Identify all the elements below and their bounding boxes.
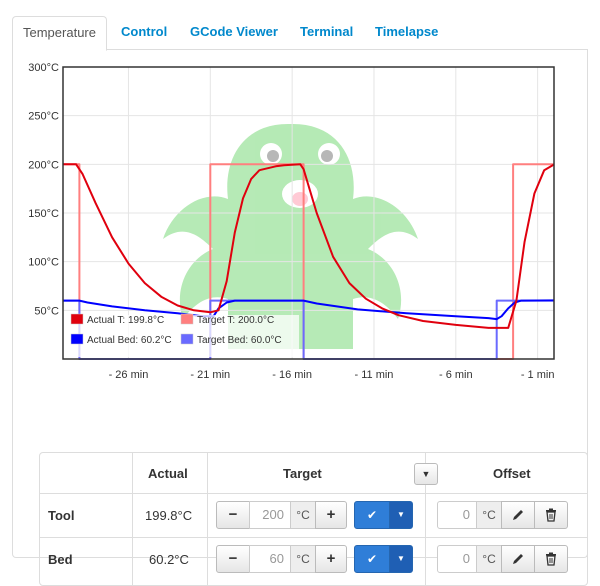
tool-increment-button[interactable]: + — [315, 501, 347, 529]
header-actual: Actual — [148, 466, 188, 481]
header-target: Target — [283, 466, 322, 481]
tool-edit-offset-button[interactable] — [501, 501, 535, 529]
bed-decrement-button[interactable]: − — [216, 545, 250, 573]
tab-timelapse[interactable]: Timelapse — [375, 24, 439, 39]
y-tick-label: 100°C — [28, 257, 59, 269]
bed-actual-temp: 60.2°C — [149, 552, 189, 567]
checkmark-icon: ✔ — [366, 508, 378, 522]
tool-target-unit: °C — [290, 501, 316, 529]
x-tick-label: - 6 min — [439, 369, 473, 381]
x-tick-label: - 11 min — [355, 369, 394, 381]
y-tick-label: 50°C — [34, 305, 59, 317]
trash-icon — [546, 552, 556, 566]
tab-control[interactable]: Control — [121, 24, 168, 39]
pencil-icon — [513, 510, 523, 520]
tool-target-input[interactable]: 200 — [249, 501, 291, 529]
tool-offset-input[interactable]: 0 — [437, 501, 477, 529]
x-tick-label: - 21 min — [190, 369, 230, 381]
tool-offset-unit: °C — [476, 501, 502, 529]
tool-set-target-button[interactable]: ✔ — [354, 501, 390, 529]
temperature-panel: 300°C 250°C 200°C 150°C 100°C 50°C - 26 min - … — [12, 49, 588, 586]
pencil-icon — [513, 554, 523, 564]
legend-label: Target T: 200.0°C — [197, 315, 274, 326]
plot-frame — [62, 66, 555, 360]
legend-label: Target Bed: 60.0°C — [197, 335, 282, 346]
tool-set-target-dropdown[interactable]: ▼ — [389, 501, 413, 529]
bed-increment-button[interactable]: + — [315, 545, 347, 573]
caret-down-icon: ▼ — [397, 510, 405, 519]
tool-actual-temp: 199.8°C — [145, 508, 193, 523]
y-axis-labels: 300°C 250°C 200°C 150°C 100°C 50°C — [28, 62, 59, 317]
y-tick-label: 250°C — [28, 111, 59, 123]
legend-label: Actual T: 199.8°C — [87, 315, 164, 326]
legend-swatch — [70, 333, 84, 345]
legend-swatch — [180, 313, 194, 325]
tab-bar: Temperature Control GCode Viewer Termina… — [12, 16, 588, 51]
trash-icon — [546, 508, 556, 522]
row-label-bed: Bed — [48, 552, 73, 567]
x-tick-label: - 26 min — [109, 369, 149, 381]
bed-offset-input[interactable]: 0 — [437, 545, 477, 573]
series-line — [63, 163, 554, 360]
x-tick-label: - 1 min — [521, 369, 555, 381]
y-tick-label: 150°C — [28, 208, 59, 220]
legend-swatch — [70, 313, 84, 325]
chart-legend: Actual T: 199.8°C Target T: 200.0°C Actual… — [67, 313, 299, 357]
y-tick-label: 200°C — [28, 159, 59, 171]
x-axis-labels: - 26 min - 21 min - 16 min - 11 min - 6 min -… — [109, 369, 555, 381]
caret-down-icon: ▼ — [421, 469, 431, 479]
target-presets-dropdown[interactable]: ▼ — [414, 463, 438, 485]
series-line — [63, 299, 555, 321]
tool-decrement-button[interactable]: − — [216, 501, 250, 529]
header-offset: Offset — [493, 466, 531, 481]
caret-down-icon: ▼ — [397, 554, 405, 563]
tab-terminal[interactable]: Terminal — [300, 24, 354, 39]
legend-label: Actual Bed: 60.2°C — [87, 335, 172, 346]
series-line — [63, 163, 555, 329]
x-tick-label: - 16 min — [272, 369, 312, 381]
temperature-table: Actual Target ▼ Offset Tool 199.8°C − 20… — [39, 452, 588, 586]
row-label-tool: Tool — [48, 508, 75, 523]
checkmark-icon: ✔ — [366, 552, 378, 566]
tool-delete-offset-button[interactable] — [534, 501, 568, 529]
legend-swatch — [180, 333, 194, 345]
bed-edit-offset-button[interactable] — [501, 545, 535, 573]
bed-target-input[interactable]: 60 — [249, 545, 291, 573]
bed-target-unit: °C — [290, 545, 316, 573]
tab-gcode-viewer[interactable]: GCode Viewer — [190, 24, 278, 39]
bed-set-target-dropdown[interactable]: ▼ — [389, 545, 413, 573]
bed-offset-unit: °C — [476, 545, 502, 573]
tab-temperature[interactable]: Temperature — [12, 16, 107, 51]
y-tick-label: 300°C — [28, 62, 59, 74]
bed-set-target-button[interactable]: ✔ — [354, 545, 390, 573]
bed-delete-offset-button[interactable] — [534, 545, 568, 573]
